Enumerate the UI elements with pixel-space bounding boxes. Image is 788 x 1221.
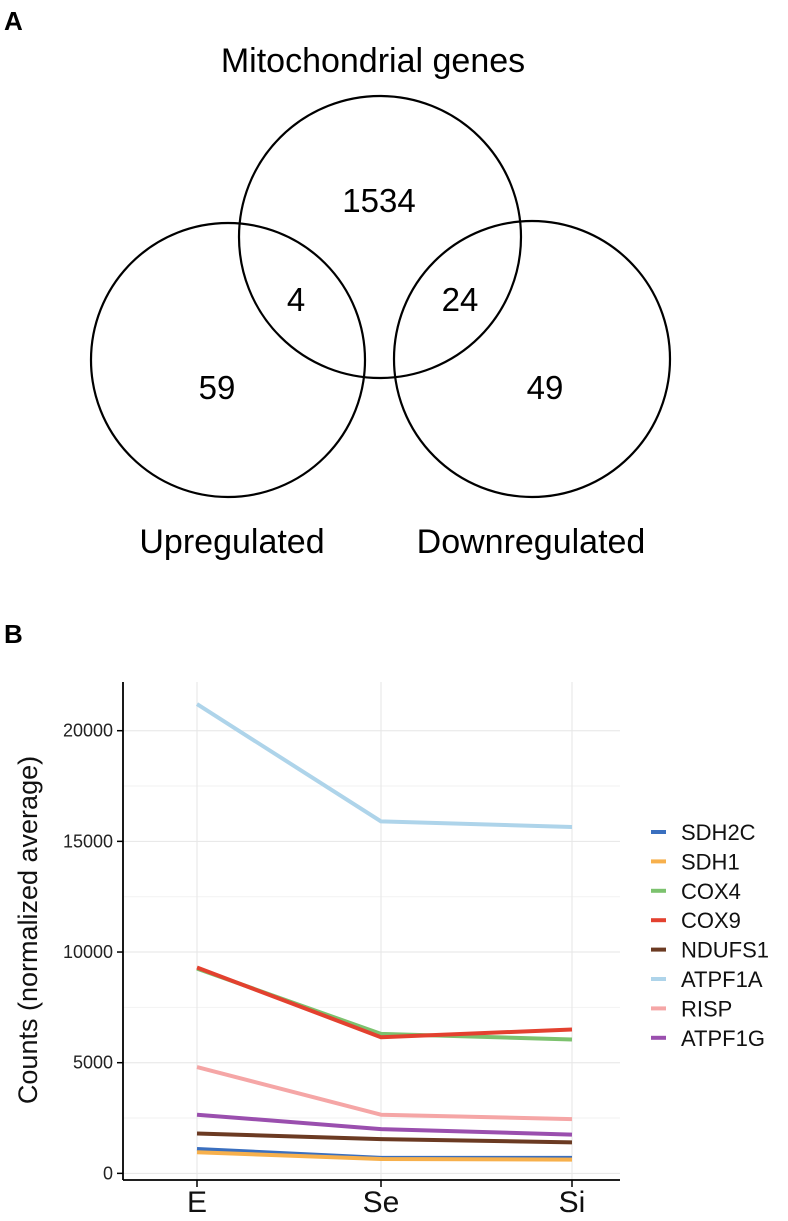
y-tick-label: 20000: [63, 721, 113, 741]
legend-label-atpf1g: ATPF1G: [681, 1026, 765, 1051]
series-line-cox4: [196, 966, 573, 1042]
chart-grid: [123, 682, 620, 1180]
venn-title: Mitochondrial genes: [221, 42, 525, 80]
x-tick-label: Si: [559, 1186, 586, 1219]
series-line-sdh1: [196, 1150, 573, 1162]
series-line-cox9: [196, 965, 573, 1040]
x-axis-ticks: E Se Si: [187, 1180, 585, 1219]
y-tick-label: 10000: [63, 942, 113, 962]
venn-count-mito-down: 24: [442, 281, 479, 318]
line-chart: 0 5000 10000 15000 20000 E Se Si Counts (norma…: [13, 682, 769, 1219]
series-line-ndufs1: [196, 1131, 573, 1145]
series-line-atpf1a: [195, 702, 573, 829]
panel-b-label: B: [4, 619, 23, 649]
legend-label-ndufs1: NDUFS1: [681, 938, 769, 963]
legend-label-cox4: COX4: [681, 879, 741, 904]
series-line-risp: [196, 1065, 573, 1122]
y-axis-ticks: 0 5000 10000 15000 20000: [63, 721, 123, 1183]
venn-circle-mitochondrial: [237, 94, 523, 380]
venn-circle-upregulated: [89, 221, 367, 499]
venn-circle-downregulated: [392, 219, 672, 499]
series-line-atpf1g: [196, 1112, 573, 1137]
venn-count-up-only: 59: [199, 369, 236, 406]
y-axis-label: Counts (normalized average): [13, 756, 43, 1104]
venn-label-downregulated: Downregulated: [417, 523, 646, 561]
venn-label-upregulated: Upregulated: [139, 523, 324, 561]
panel-a-label: A: [4, 6, 23, 36]
legend-label-sdh1: SDH1: [681, 849, 740, 874]
legend-label-sdh2c: SDH2C: [681, 820, 756, 845]
venn-count-mito-up: 4: [287, 281, 305, 318]
y-tick-label: 5000: [73, 1053, 113, 1073]
y-tick-label: 0: [103, 1163, 113, 1183]
legend-label-atpf1a: ATPF1A: [681, 967, 763, 992]
venn-count-mito-only: 1534: [342, 182, 415, 219]
legend-label-risp: RISP: [681, 996, 732, 1021]
chart-legend: SDH2C SDH1 COX4 COX9 NDUFS1 ATPF1A RISP ATPF1G: [651, 820, 769, 1051]
chart-series: [195, 702, 573, 1162]
legend-label-cox9: COX9: [681, 908, 741, 933]
y-tick-label: 15000: [63, 831, 113, 851]
x-tick-label: E: [187, 1186, 207, 1219]
x-tick-label: Se: [363, 1186, 400, 1219]
venn-count-down-only: 49: [527, 369, 564, 406]
